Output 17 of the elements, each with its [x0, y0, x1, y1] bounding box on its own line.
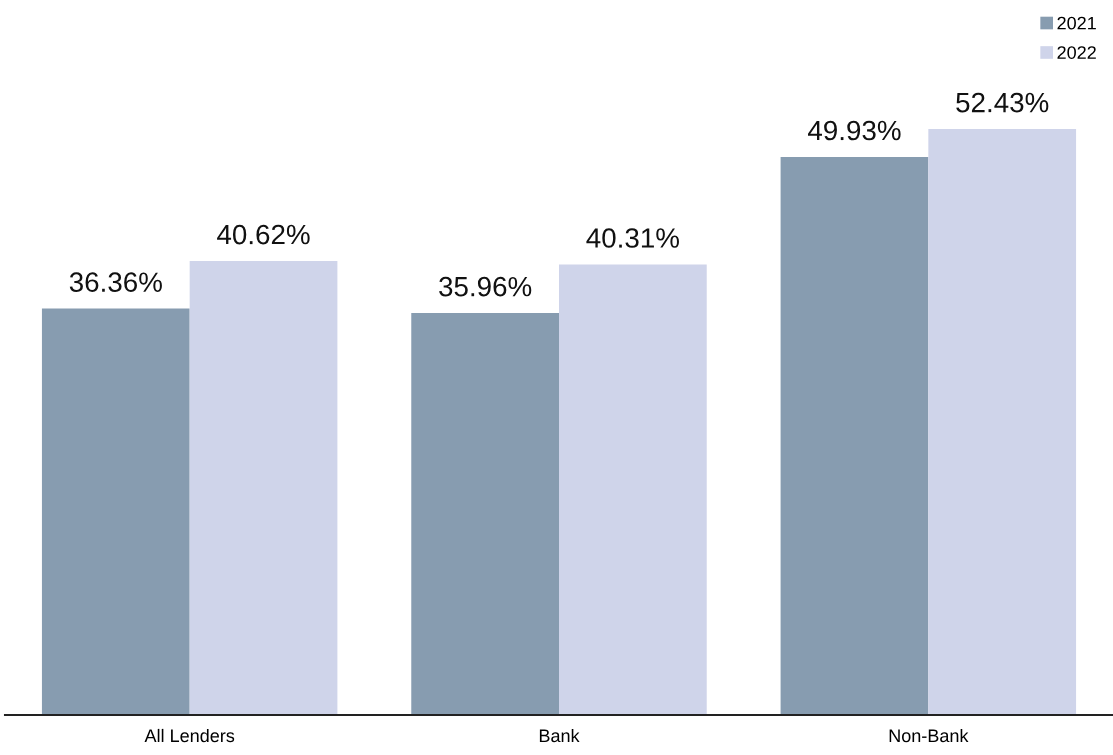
bar	[780, 156, 929, 715]
bar	[41, 308, 190, 715]
data-label: 49.93%	[808, 120, 901, 141]
data-label: 36.36%	[69, 272, 162, 293]
x-tick-label: Bank	[539, 728, 580, 743]
bar	[928, 129, 1077, 715]
bar	[189, 261, 338, 715]
data-label: 40.31%	[586, 228, 679, 248]
data-label: 52.43%	[956, 92, 1049, 113]
legend-label: 2022	[1057, 46, 1096, 59]
x-tick-label: All Lenders	[144, 728, 235, 743]
data-label: 40.62%	[217, 224, 310, 245]
bar	[411, 313, 559, 715]
data-label: 35.96%	[439, 276, 532, 297]
x-tick-label: Non-Bank	[889, 728, 969, 743]
legend-label: 2021	[1057, 16, 1096, 30]
bar	[559, 264, 707, 715]
